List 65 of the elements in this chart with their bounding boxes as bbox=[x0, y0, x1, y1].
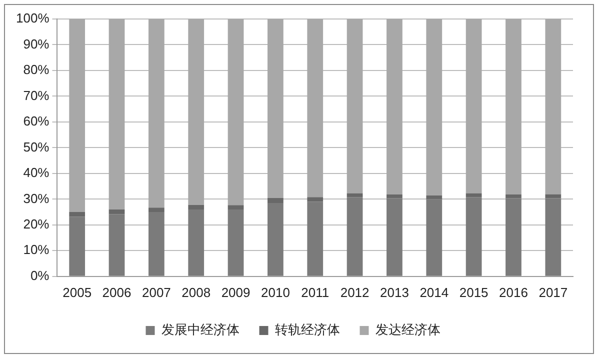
bar bbox=[386, 198, 402, 276]
bar bbox=[466, 193, 482, 198]
bar bbox=[545, 194, 562, 198]
y-tick-label: 70% bbox=[23, 88, 50, 103]
bar bbox=[506, 198, 522, 276]
x-tick-label: 2017 bbox=[538, 284, 568, 300]
bar bbox=[466, 197, 482, 276]
bar bbox=[426, 199, 442, 276]
y-tick-label: 50% bbox=[23, 139, 50, 154]
bar bbox=[426, 19, 442, 196]
y-tick-label: 60% bbox=[23, 114, 50, 129]
x-tick-label: 2012 bbox=[340, 284, 370, 300]
bar bbox=[545, 19, 562, 194]
y-tick-label: 40% bbox=[23, 165, 50, 180]
x-tick-label: 2008 bbox=[182, 284, 211, 300]
bar bbox=[188, 204, 204, 210]
bar bbox=[466, 19, 482, 194]
bar bbox=[268, 203, 284, 276]
y-tick-label: 80% bbox=[23, 62, 50, 78]
bar bbox=[228, 209, 244, 276]
y-tick-label: 30% bbox=[23, 190, 50, 206]
bar bbox=[307, 19, 324, 198]
x-tick-label: 2014 bbox=[420, 284, 449, 300]
y-tick-label: 100% bbox=[16, 10, 50, 26]
bar bbox=[346, 197, 363, 276]
x-tick-label: 2005 bbox=[62, 284, 92, 300]
legend-label: 转轨经济体 bbox=[274, 322, 340, 338]
y-tick-label: 20% bbox=[23, 216, 50, 232]
bar bbox=[69, 216, 86, 276]
x-tick-label: 2010 bbox=[260, 284, 290, 300]
bar bbox=[228, 19, 244, 206]
legend-label: 发达经济体 bbox=[375, 322, 440, 338]
x-tick-label: 2015 bbox=[459, 284, 488, 300]
bar bbox=[69, 19, 86, 212]
bar bbox=[506, 19, 522, 194]
bar bbox=[386, 194, 402, 198]
bar bbox=[108, 19, 125, 210]
bar bbox=[268, 19, 284, 198]
bar bbox=[148, 212, 164, 276]
bar bbox=[307, 202, 324, 276]
bar bbox=[148, 208, 164, 212]
y-tick-label: 90% bbox=[23, 36, 50, 52]
x-tick-label: 2013 bbox=[380, 284, 409, 300]
bar bbox=[307, 197, 324, 202]
x-tick-label: 2016 bbox=[499, 284, 528, 300]
bar bbox=[268, 198, 284, 204]
bar bbox=[506, 194, 522, 198]
legend-label: 发展中经济体 bbox=[161, 322, 240, 338]
x-tick-label: 2006 bbox=[102, 284, 132, 300]
x-tick-label: 2009 bbox=[221, 284, 250, 300]
bar bbox=[228, 205, 244, 210]
y-tick-label: 0% bbox=[30, 268, 50, 283]
bar bbox=[148, 19, 164, 208]
y-tick-label: 10% bbox=[23, 242, 50, 258]
bar bbox=[108, 209, 125, 214]
bar bbox=[545, 198, 562, 276]
x-tick-label: 2011 bbox=[301, 284, 330, 300]
x-tick-label: 2007 bbox=[142, 284, 171, 300]
bar bbox=[108, 214, 125, 276]
bar bbox=[426, 195, 442, 200]
bar bbox=[188, 19, 204, 205]
bar bbox=[69, 212, 86, 217]
bar bbox=[188, 209, 204, 276]
bar bbox=[386, 19, 402, 194]
bar bbox=[346, 19, 363, 194]
